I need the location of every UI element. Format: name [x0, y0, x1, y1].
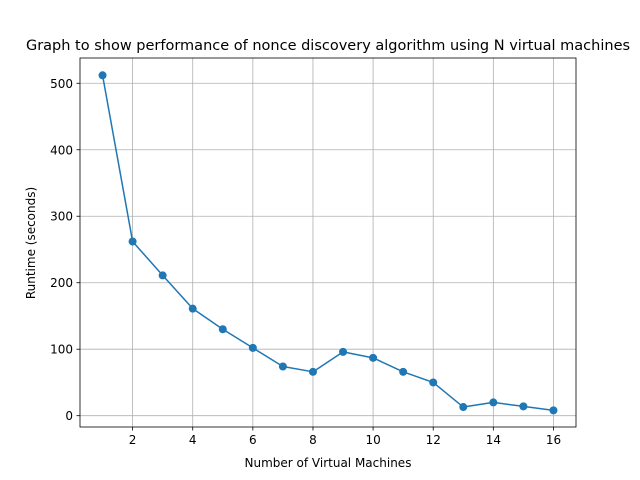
data-point: [158, 271, 167, 280]
y-tick-label: 400: [50, 143, 73, 157]
data-point: [549, 406, 558, 415]
data-point: [369, 353, 378, 362]
plot-frame: [79, 57, 577, 428]
y-tick-label: 0: [65, 409, 73, 423]
series-line: [101, 75, 554, 412]
data-point: [489, 398, 498, 407]
data-point: [188, 304, 197, 313]
x-tick-label: 4: [189, 433, 197, 447]
data-point: [218, 325, 227, 334]
y-axis-label: Runtime (seconds): [24, 187, 38, 299]
data-point: [248, 343, 257, 352]
x-axis: 2 4 6 8 10 12 14 16: [129, 427, 561, 447]
x-tick-label: 2: [129, 433, 137, 447]
x-tick-label: 10: [365, 433, 380, 447]
chart-title: Graph to show performance of nonce disco…: [26, 38, 630, 54]
x-tick-label: 8: [309, 433, 317, 447]
data-point: [278, 362, 287, 371]
data-point: [98, 71, 107, 80]
x-tick-label: 16: [546, 433, 561, 447]
data-point: [459, 403, 468, 412]
data-point: [399, 367, 408, 376]
series-layer: [98, 71, 558, 415]
data-point: [519, 402, 528, 411]
data-point: [339, 347, 348, 356]
data-point: [128, 237, 137, 246]
y-tick-label: 100: [50, 343, 73, 357]
x-tick-label: 12: [426, 433, 441, 447]
grid-lines: [80, 58, 576, 427]
y-axis: 0 100 200 300 400 500: [50, 77, 80, 423]
y-tick-label: 300: [50, 210, 73, 224]
x-tick-label: 14: [486, 433, 501, 447]
x-axis-label: Number of Virtual Machines: [245, 456, 412, 470]
data-point: [429, 378, 438, 387]
y-tick-label: 500: [50, 77, 73, 91]
x-tick-label: 6: [249, 433, 257, 447]
y-tick-label: 200: [50, 276, 73, 290]
data-point: [308, 367, 317, 376]
